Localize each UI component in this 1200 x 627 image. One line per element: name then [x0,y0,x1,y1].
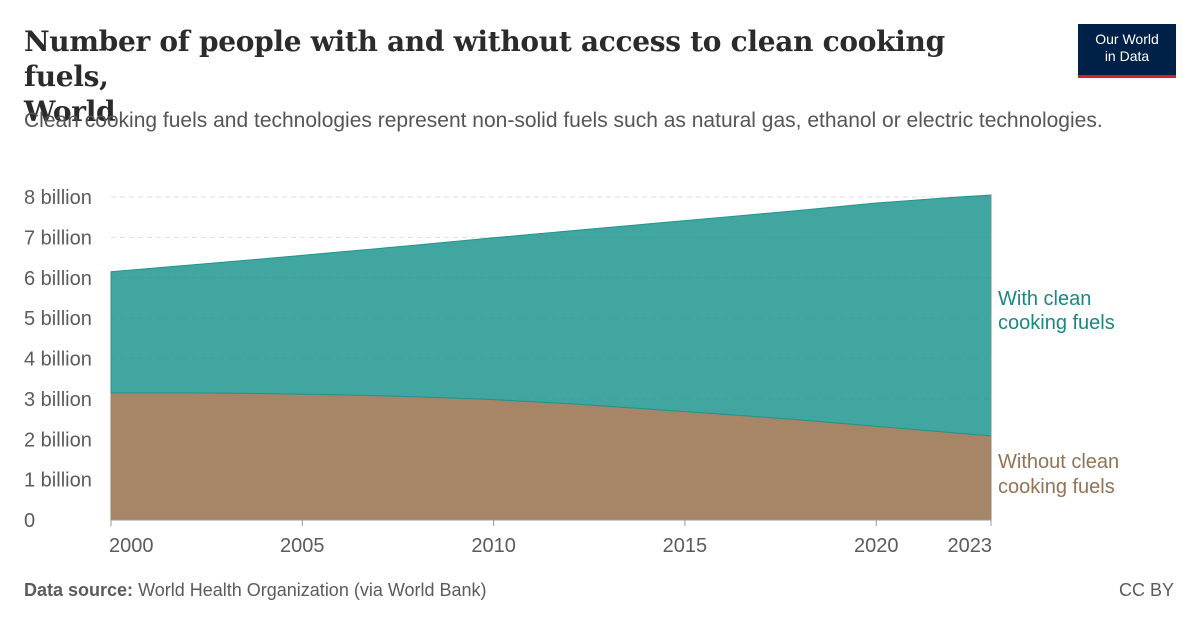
series-label-line: With clean [998,288,1091,310]
data-source: Data source: World Health Organization (… [24,580,487,601]
y-tick-label: 1 billion [24,470,92,492]
chart-title-line1: Number of people with and without access… [24,25,945,93]
y-tick-label: 7 billion [24,227,92,249]
x-tick-label: 2005 [280,535,325,557]
x-tick-label: 2000 [109,535,154,557]
y-axis-ticks: 0 1 billion 2 billion 3 billion 4 billion 5 b… [24,187,92,532]
y-tick-label: 6 billion [24,268,92,290]
chart-axes [111,194,992,526]
license-link[interactable]: CC BY [1118,580,1174,600]
x-axis-ticks: 2000 2005 2010 2015 2020 2023 [109,520,992,557]
chart-subtitle: Clean cooking fuels and technologies rep… [24,109,1103,132]
y-tick-label: 8 billion [24,187,92,209]
logo-line2: in Data [1104,48,1150,64]
owid-logo[interactable]: Our World in Data [1078,24,1176,78]
x-tick-label: 2023 [948,535,993,557]
x-tick-label: 2010 [471,535,516,557]
series-label-line: Without clean [998,451,1119,473]
series-label-line: cooking fuels [998,476,1115,498]
logo-line1: Our World [1095,31,1159,47]
y-tick-label: 5 billion [24,308,92,330]
chart-areas [110,194,992,521]
chart-title-line2: World [24,95,116,128]
series-label-with-clean: With clean cooking fuels [998,288,1115,334]
x-tick-label: 2015 [663,535,708,557]
data-source-text: World Health Organization (via World Ban… [138,580,487,600]
y-tick-label: 2 billion [24,429,92,451]
y-tick-label: 3 billion [24,389,92,411]
chart-title: Number of people with and without access… [24,24,1034,129]
y-tick-label: 4 billion [24,349,92,371]
series-label-line: cooking fuels [998,312,1115,334]
series-label-without-clean: Without clean cooking fuels [998,451,1119,498]
x-tick-label: 2020 [854,535,899,557]
data-source-label: Data source: [24,580,134,600]
y-tick-label: 0 [24,510,35,532]
